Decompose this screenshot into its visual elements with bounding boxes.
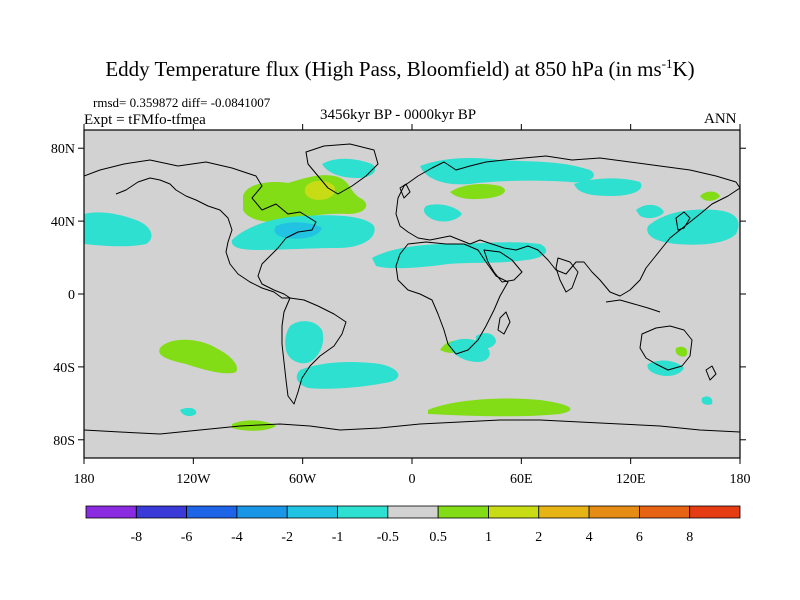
anomaly-region-barents-positive <box>450 184 505 200</box>
anomaly-region-south-america-negative <box>296 362 399 389</box>
colorbar-label: 0.5 <box>429 530 447 545</box>
colorbar-swatch <box>437 505 489 519</box>
season-label: ANN <box>704 111 737 127</box>
lon-tick-label: 60W <box>289 472 317 487</box>
lon-tick-label: 180 <box>730 472 751 487</box>
lon-tick-label: 0 <box>409 472 416 487</box>
colorbar-swatch <box>85 505 137 519</box>
anomaly-region-new-zealand-negative <box>701 396 713 405</box>
colorbar-swatch <box>186 505 238 519</box>
anomaly-region-north-atlantic-arctic-negative <box>322 158 376 178</box>
colorbar-swatch <box>236 505 288 519</box>
lon-tick-label: 60E <box>510 472 533 487</box>
lat-tick-label: 0 <box>68 288 75 303</box>
colorbar-swatch <box>488 505 540 519</box>
stats-label: rmsd= 0.359872 diff= -0.0841007 <box>93 95 271 110</box>
colorbar-swatch <box>387 505 439 519</box>
anomaly-region-southern-ocean-positive <box>428 398 571 417</box>
experiment-label: Expt = tFMfo-tfmea <box>84 112 206 128</box>
coastline-africa <box>395 241 509 355</box>
colorbar-label: -2 <box>281 530 293 545</box>
colorbar-swatch <box>135 505 188 519</box>
map-title: Eddy Temperature flux (High Pass, Bloomf… <box>0 56 800 82</box>
lat-tick-label: 80S <box>53 434 75 449</box>
anomaly-region-east-siberia-negative <box>574 178 642 196</box>
lon-tick-label: 180 <box>74 472 95 487</box>
anomaly-region-australia-positive <box>675 346 688 357</box>
coastline-south-america <box>281 297 347 405</box>
anomaly-region-north-pacific-negative <box>647 209 739 245</box>
period-label: 3456kyr BP - 0000kyr BP <box>320 107 477 123</box>
anomaly-region-eastern-pacific-negative <box>84 212 152 247</box>
coastline-arabia <box>483 249 523 283</box>
coastlines <box>84 143 740 435</box>
colorbar-label: -4 <box>231 530 243 545</box>
anomaly-region-south-indian-negative <box>476 333 496 349</box>
lat-tick-label: 40S <box>53 361 75 376</box>
coastline-australia <box>639 325 693 371</box>
map-title-superscript: -1 <box>661 56 673 71</box>
coastline-indonesia <box>605 299 661 313</box>
anomaly-region-gulf-stream-core <box>274 222 322 239</box>
coastline-japan <box>675 211 691 231</box>
latitude-axis: 80N 40N 0 40S 80S <box>51 142 746 449</box>
anomaly-region-north-atlantic-positive <box>243 175 367 222</box>
anomaly-region-south-pacific-positive <box>159 339 238 374</box>
lon-tick-label: 120W <box>176 472 211 487</box>
coastline-new-zealand <box>705 365 717 381</box>
colorbar-label: 6 <box>636 530 643 545</box>
coastline-uk <box>399 183 411 199</box>
colorbar-label: 8 <box>686 530 693 545</box>
colorbar: -8 -6 -4 -2 -1 -0.5 0.5 1 2 4 6 8 <box>85 505 741 545</box>
lat-tick-label: 40N <box>51 215 75 230</box>
colorbar-label: -1 <box>332 530 344 545</box>
colorbar-swatch <box>538 505 590 519</box>
colorbar-label: -8 <box>130 530 142 545</box>
anomaly-region-kamchatka-positive <box>700 191 720 201</box>
coastline-north-america <box>84 159 317 299</box>
colorbar-swatch <box>588 505 640 519</box>
anomaly-region-mediterranean-negative <box>372 242 547 269</box>
anomaly-region-south-pacific-negative <box>180 407 197 417</box>
lat-tick-label: 80N <box>51 142 75 157</box>
map-title-end: K) <box>672 57 695 81</box>
anomaly-region-scandinavia-negative <box>420 158 594 185</box>
colorbar-label: 1 <box>485 530 492 545</box>
coastline-greenland <box>305 143 379 195</box>
colorbar-label: -6 <box>181 530 193 545</box>
longitude-axis: 180 120W 60W 0 60E 120E 180 <box>74 124 751 487</box>
colorbar-label: -0.5 <box>377 530 399 545</box>
anomaly-region-labrador-core <box>304 180 336 200</box>
colorbar-swatch <box>337 505 389 519</box>
lon-tick-label: 120E <box>616 472 646 487</box>
colorbar-swatch <box>286 505 338 519</box>
anomaly-region-west-pacific-negative <box>636 204 664 219</box>
coastline-antarctica <box>84 419 740 435</box>
coastline-madagascar <box>497 311 511 335</box>
coastline-eurasia <box>395 155 740 297</box>
colorbar-swatch <box>638 505 691 519</box>
coastline-india <box>555 257 579 293</box>
colorbar-label: 4 <box>586 530 593 545</box>
anomaly-region-south-atlantic-negative <box>285 321 324 364</box>
map-background <box>84 130 740 458</box>
colorbar-swatch <box>689 505 741 519</box>
map-title-text: Eddy Temperature flux (High Pass, Bloomf… <box>105 57 662 81</box>
anomaly-region-central-europe-negative <box>423 204 462 222</box>
colorbar-label: 2 <box>535 530 542 545</box>
